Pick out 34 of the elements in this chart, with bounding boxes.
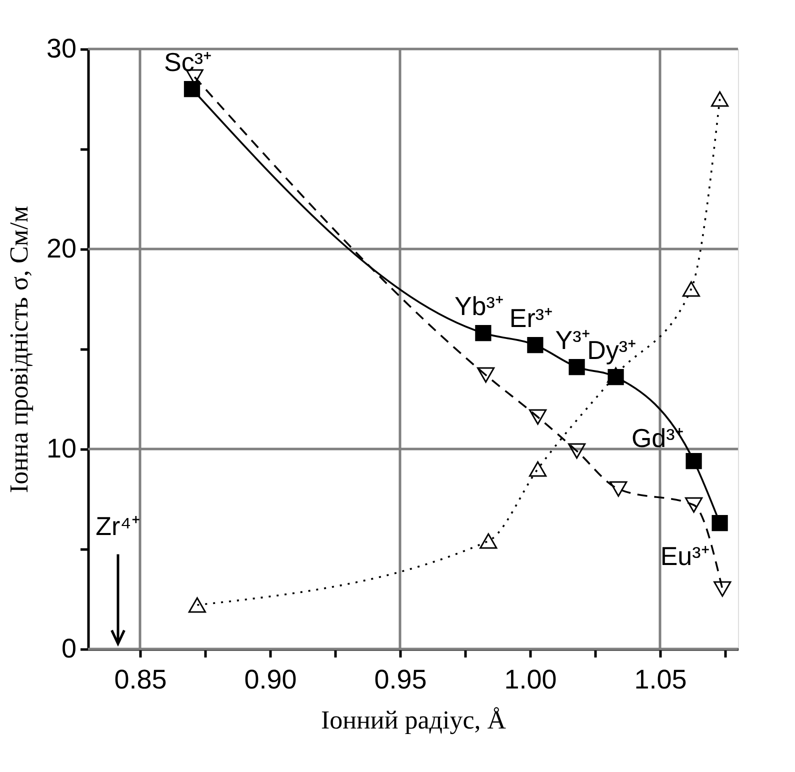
point	[568, 443, 586, 459]
annotation: Zr⁴⁺	[96, 511, 140, 541]
x-tick-label: 1.00	[504, 664, 557, 694]
point	[476, 367, 495, 383]
point	[682, 281, 700, 297]
annotation: Gd³⁺	[631, 423, 684, 453]
y-tick-label: 10	[46, 434, 76, 464]
point	[686, 452, 702, 470]
y-tick-label: 30	[46, 34, 76, 64]
annotation: Er³⁺	[509, 303, 554, 333]
x-tick-label: 0.95	[374, 664, 427, 694]
point	[610, 481, 628, 497]
y-axis-title: Іонна провідність σ, См/м	[4, 206, 34, 494]
x-axis-title: Іонний радіус, Å	[320, 706, 506, 734]
point	[480, 533, 498, 549]
annotation: Eu³⁺	[660, 541, 710, 571]
point	[712, 514, 728, 532]
x-tick-label: 0.90	[244, 664, 297, 694]
point	[475, 324, 492, 342]
point	[528, 461, 547, 477]
y-tick-label: 20	[46, 234, 76, 264]
point	[188, 597, 206, 613]
x-tick-label: 1.05	[634, 664, 687, 694]
point	[184, 80, 200, 98]
point	[710, 91, 729, 107]
x-tick-label: 0.85	[114, 664, 167, 694]
point	[714, 581, 732, 597]
annotation: Yb³⁺	[454, 291, 504, 321]
point	[568, 358, 585, 376]
point	[527, 336, 544, 354]
annotation: Sc³⁺	[164, 47, 212, 77]
point	[684, 497, 703, 513]
point	[528, 409, 547, 425]
y-tick-label: 0	[61, 634, 76, 664]
